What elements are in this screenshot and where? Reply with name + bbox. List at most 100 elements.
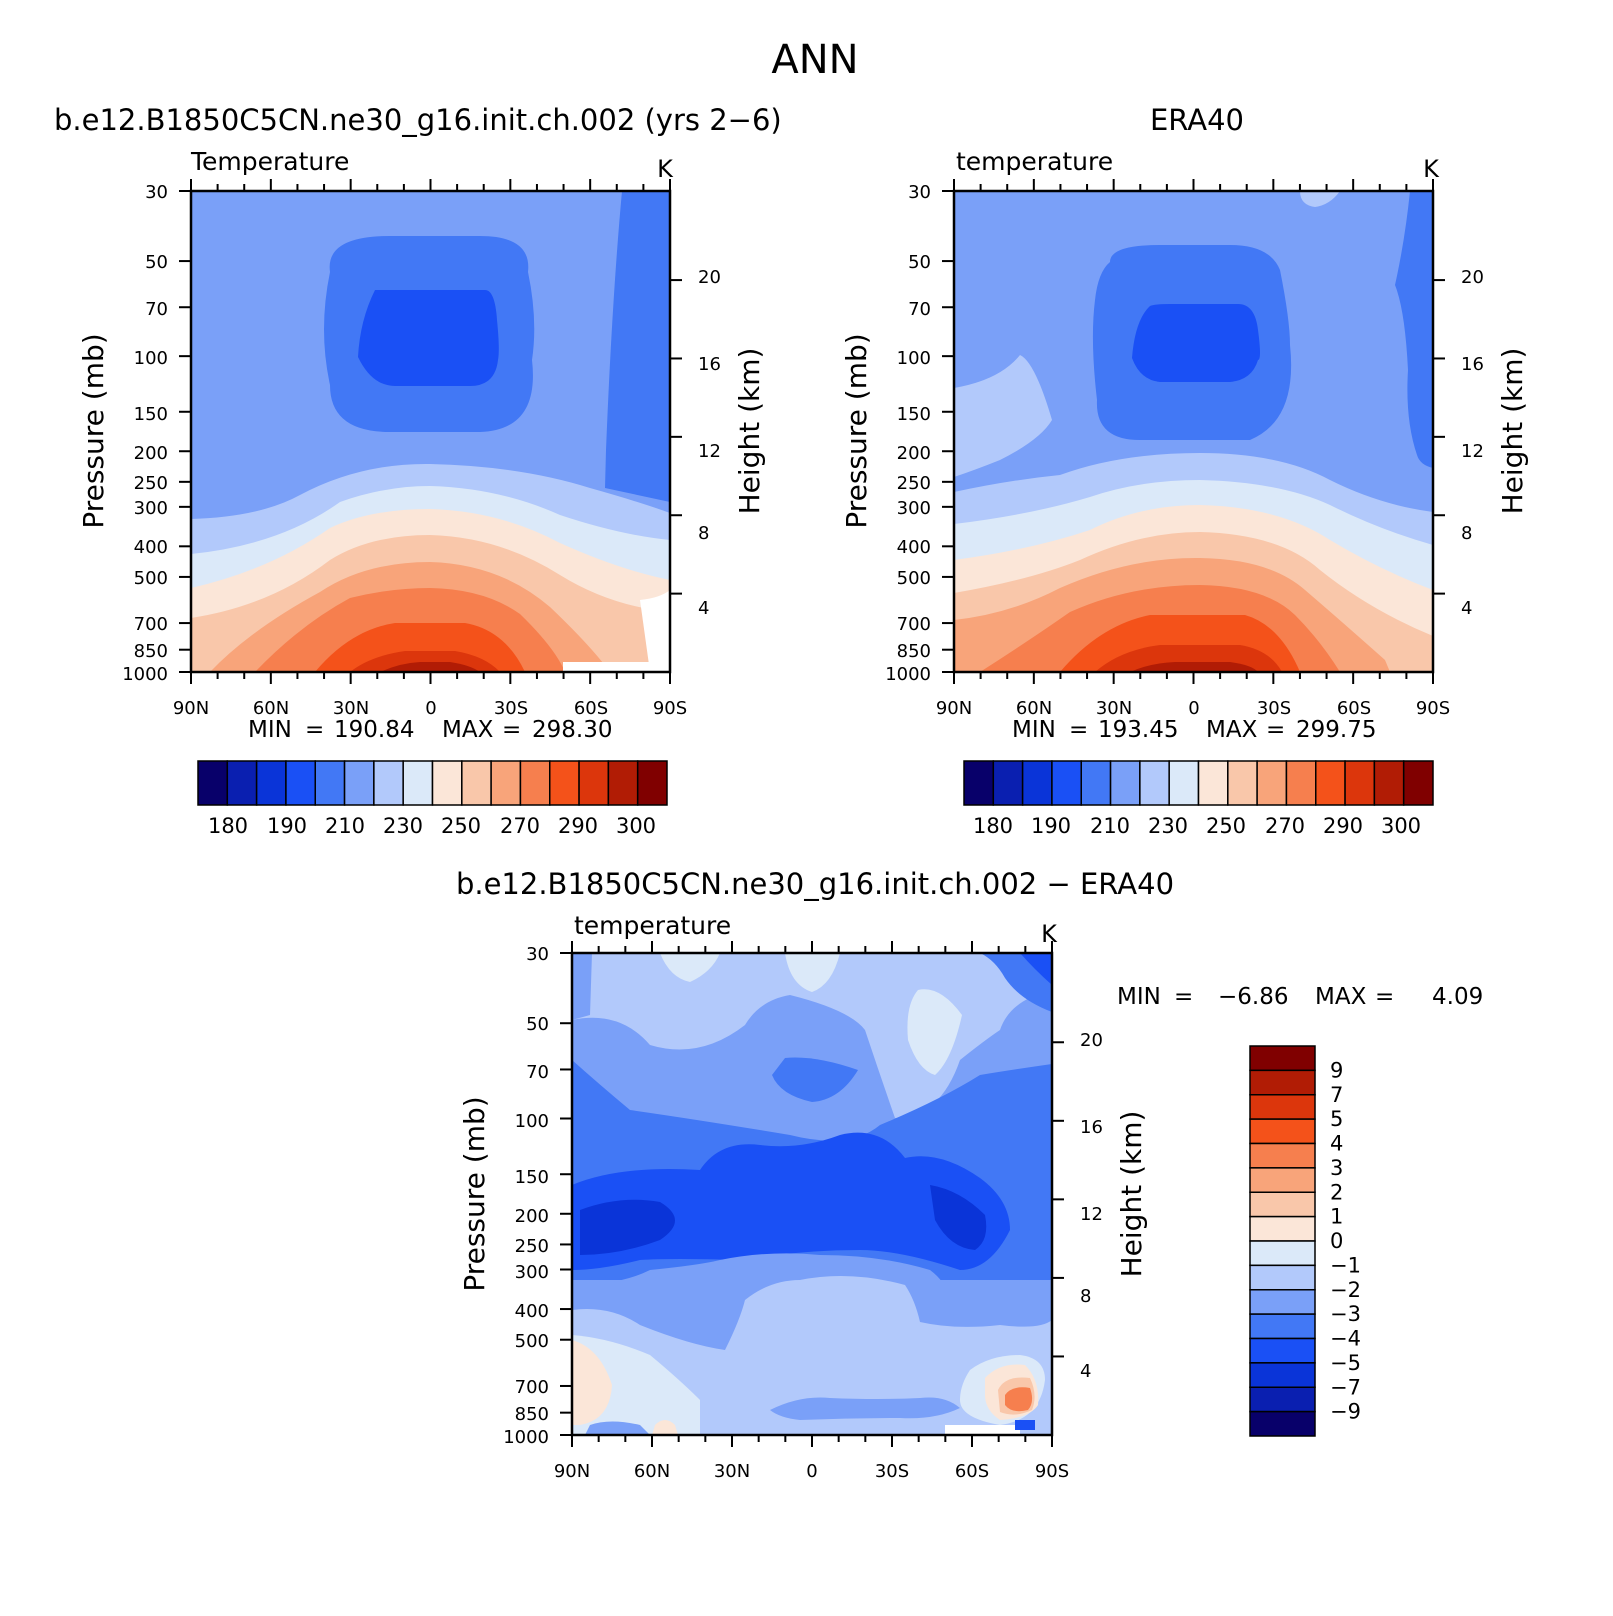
y-tick-label: 100 [515, 1111, 549, 1132]
y2-tick-label: 16 [1080, 1117, 1103, 1138]
colorbar-label: 3 [1330, 1156, 1343, 1180]
colorbar-label: 5 [1330, 1107, 1343, 1131]
y2-tick-label: 12 [1461, 441, 1484, 462]
panel-variable: temperature [956, 147, 1113, 176]
colorbar-swatch [461, 760, 492, 806]
colorbar-label: −2 [1330, 1278, 1361, 1302]
equals-sign: = [1375, 984, 1394, 1010]
colorbar-swatch [1285, 760, 1317, 806]
colorbar-swatch [1249, 1264, 1316, 1291]
colorbar-label: 210 [325, 814, 365, 838]
y-tick-label: 70 [526, 1062, 549, 1083]
y2-tick-label: 4 [1080, 1361, 1091, 1382]
colorbar-swatch [1109, 760, 1141, 806]
colorbar-label: 7 [1330, 1083, 1343, 1107]
y-tick-label: 200 [515, 1206, 549, 1227]
panel-diff: b.e12.B1850C5CN.ne30_g16.init.ch.002 − E… [456, 867, 1483, 1482]
equals-sign: = [305, 717, 324, 743]
y2-tick-label: 20 [1080, 1030, 1103, 1051]
min-max-readout: MIN = 190.84 MAX = 298.30 [248, 717, 612, 743]
x-tick-label: 60S [574, 698, 608, 719]
panel-units: K [657, 155, 674, 183]
panel-model: b.e12.B1850C5CN.ne30_g16.init.ch.002 (yr… [54, 103, 782, 838]
y-axis-label: Pressure (mb) [77, 333, 110, 528]
colorbar-label: 230 [383, 814, 423, 838]
colorbar [963, 760, 1434, 806]
x-tick-label: 90S [1416, 698, 1450, 719]
y-tick-label: 1000 [122, 664, 168, 685]
y2-tick-label: 8 [1080, 1286, 1091, 1307]
colorbar-swatch [197, 760, 229, 806]
colorbar-label: 300 [616, 814, 656, 838]
x-tick-label: 0 [806, 1461, 817, 1482]
max-value: 4.09 [1432, 984, 1483, 1010]
colorbar-label: 1 [1330, 1205, 1343, 1229]
contour-field [191, 191, 670, 672]
colorbar-swatch [1249, 1313, 1316, 1340]
colorbar-swatch [578, 760, 610, 806]
colorbar-swatch [1249, 1289, 1316, 1315]
y-tick-label: 200 [134, 443, 168, 464]
y-tick-label: 50 [526, 1014, 549, 1035]
colorbar-label: 180 [973, 814, 1013, 838]
y-left-tick-labels: 30 50 70 100 150 200 250 300 400 500 700… [503, 944, 549, 1448]
y-right-tick-labels: 20 16 12 8 4 [698, 267, 721, 619]
y-tick-label: 700 [897, 614, 931, 635]
y2-tick-label: 12 [1080, 1204, 1103, 1225]
colorbar-swatch [992, 760, 1024, 806]
min-value: −6.86 [1218, 984, 1288, 1010]
colorbar-swatch [1249, 1094, 1316, 1120]
x-tick-label: 60N [1016, 698, 1052, 719]
min-value: 190.84 [334, 717, 414, 743]
max-label: MAX [442, 717, 494, 743]
y-tick-label: 250 [515, 1236, 549, 1257]
colorbar-label: 190 [1031, 814, 1071, 838]
colorbar-label: 270 [500, 814, 540, 838]
y-tick-label: 30 [526, 944, 549, 965]
colorbar-swatch [1249, 1069, 1316, 1096]
colorbar-label: −7 [1330, 1375, 1361, 1399]
x-tick-labels: 90N 60N 30N 0 30S 60S 90S [936, 698, 1450, 719]
colorbar-swatch [1249, 1142, 1316, 1169]
x-tick-label: 90N [936, 698, 972, 719]
y-tick-label: 400 [134, 537, 168, 558]
colorbar-label: 9 [1330, 1058, 1343, 1082]
y2-axis-label: Height (km) [1496, 348, 1529, 515]
x-tick-labels: 90N 60N 30N 0 30S 60S 90S [173, 698, 687, 719]
colorbar-swatch [1197, 760, 1229, 806]
colorbar-label: −4 [1330, 1327, 1361, 1351]
y2-tick-label: 8 [698, 523, 709, 544]
y2-axis-label: Height (km) [733, 348, 766, 515]
axis-ticks [179, 179, 1445, 1447]
max-label: MAX [1315, 984, 1367, 1010]
y-tick-label: 100 [897, 348, 931, 369]
min-max-readout: MIN = 193.45 MAX = 299.75 [1012, 717, 1376, 743]
x-tick-label: 60N [634, 1461, 670, 1482]
colorbar-label: 4 [1330, 1132, 1343, 1156]
colorbar-label: 2 [1330, 1180, 1343, 1204]
colorbar-swatch [963, 760, 995, 806]
x-tick-label: 60N [253, 698, 289, 719]
colorbar-swatch [636, 760, 668, 806]
y-left-tick-labels: 30 50 70 100 150 200 250 300 400 500 700… [885, 182, 931, 685]
x-tick-label: 0 [1188, 698, 1199, 719]
y2-tick-label: 4 [1461, 598, 1472, 619]
y2-axis-label: Height (km) [1115, 1111, 1148, 1278]
y2-tick-label: 16 [698, 354, 721, 375]
equals-sign: = [1174, 984, 1193, 1010]
colorbar-swatch [1402, 760, 1434, 806]
y-right-tick-labels: 20 16 12 8 4 [1461, 267, 1484, 619]
colorbar-swatch [1249, 1410, 1316, 1437]
colorbar-swatch [607, 760, 639, 806]
colorbar-swatch [1051, 760, 1082, 806]
colorbar-swatch [373, 760, 404, 806]
y-tick-label: 150 [134, 404, 168, 425]
colorbar-swatch [1168, 760, 1200, 806]
colorbar-swatch [226, 760, 258, 806]
colorbar-swatch [1315, 760, 1346, 806]
colorbar-swatch [1021, 760, 1053, 806]
colorbar-label: 290 [1323, 814, 1363, 838]
y-tick-label: 300 [134, 498, 168, 519]
y2-tick-label: 8 [1461, 523, 1472, 544]
